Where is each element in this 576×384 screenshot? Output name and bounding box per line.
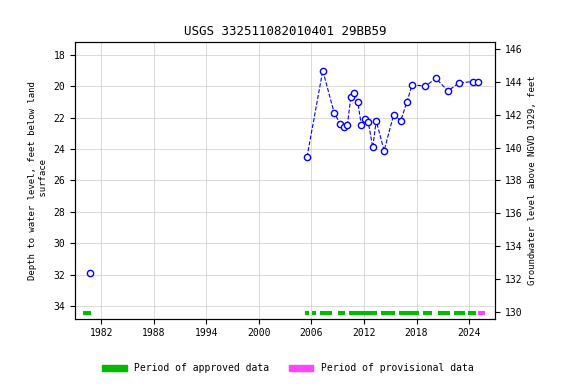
- Y-axis label: Groundwater level above NGVD 1929, feet: Groundwater level above NGVD 1929, feet: [528, 76, 537, 285]
- Bar: [478, 311, 485, 315]
- Y-axis label: Depth to water level, feet below land
 surface: Depth to water level, feet below land su…: [28, 81, 48, 280]
- Bar: [312, 311, 316, 315]
- Bar: [305, 311, 309, 315]
- Bar: [381, 311, 395, 315]
- Bar: [83, 311, 90, 315]
- Bar: [438, 311, 450, 315]
- Title: USGS 332511082010401 29BB59: USGS 332511082010401 29BB59: [184, 25, 386, 38]
- Legend: Period of approved data, Period of provisional data: Period of approved data, Period of provi…: [98, 359, 478, 377]
- Bar: [338, 311, 344, 315]
- Bar: [349, 311, 377, 315]
- Bar: [399, 311, 419, 315]
- Bar: [423, 311, 433, 315]
- Bar: [454, 311, 465, 315]
- Bar: [320, 311, 332, 315]
- Bar: [468, 311, 476, 315]
